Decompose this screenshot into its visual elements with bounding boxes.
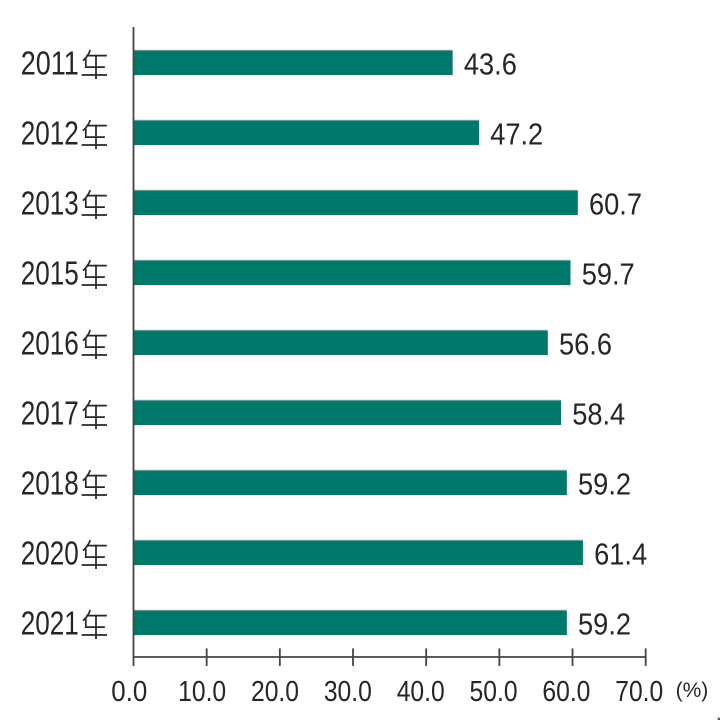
svg-text:50.0: 50.0 [470,676,518,708]
svg-text:2020: 2020 [21,534,79,571]
svg-text:(%): (%) [676,679,709,702]
svg-text:2017: 2017 [21,394,79,431]
svg-text:2016: 2016 [21,324,79,361]
svg-text:60.7: 60.7 [589,187,642,222]
svg-text:40.0: 40.0 [397,676,445,708]
svg-text:43.6: 43.6 [464,47,517,82]
svg-text:2018: 2018 [21,464,79,501]
svg-text:2021: 2021 [21,604,79,641]
svg-text:2012: 2012 [21,114,79,151]
svg-text:60.0: 60.0 [542,676,590,708]
svg-text:2015: 2015 [21,254,79,291]
svg-text:20.0: 20.0 [251,676,299,708]
svg-text:10.0: 10.0 [178,676,226,708]
svg-text:2011: 2011 [21,44,79,81]
svg-text:61.4: 61.4 [594,537,647,572]
svg-text:59.2: 59.2 [578,467,631,502]
svg-text:58.4: 58.4 [572,397,625,432]
svg-text:2013: 2013 [21,184,79,221]
svg-text:30.0: 30.0 [324,676,372,708]
svg-text:59.7: 59.7 [582,257,635,292]
svg-text:70.0: 70.0 [615,676,663,708]
svg-text:56.6: 56.6 [559,327,612,362]
svg-text:47.2: 47.2 [490,117,543,152]
svg-text:59.2: 59.2 [578,607,631,642]
svg-text:0.0: 0.0 [111,676,147,708]
